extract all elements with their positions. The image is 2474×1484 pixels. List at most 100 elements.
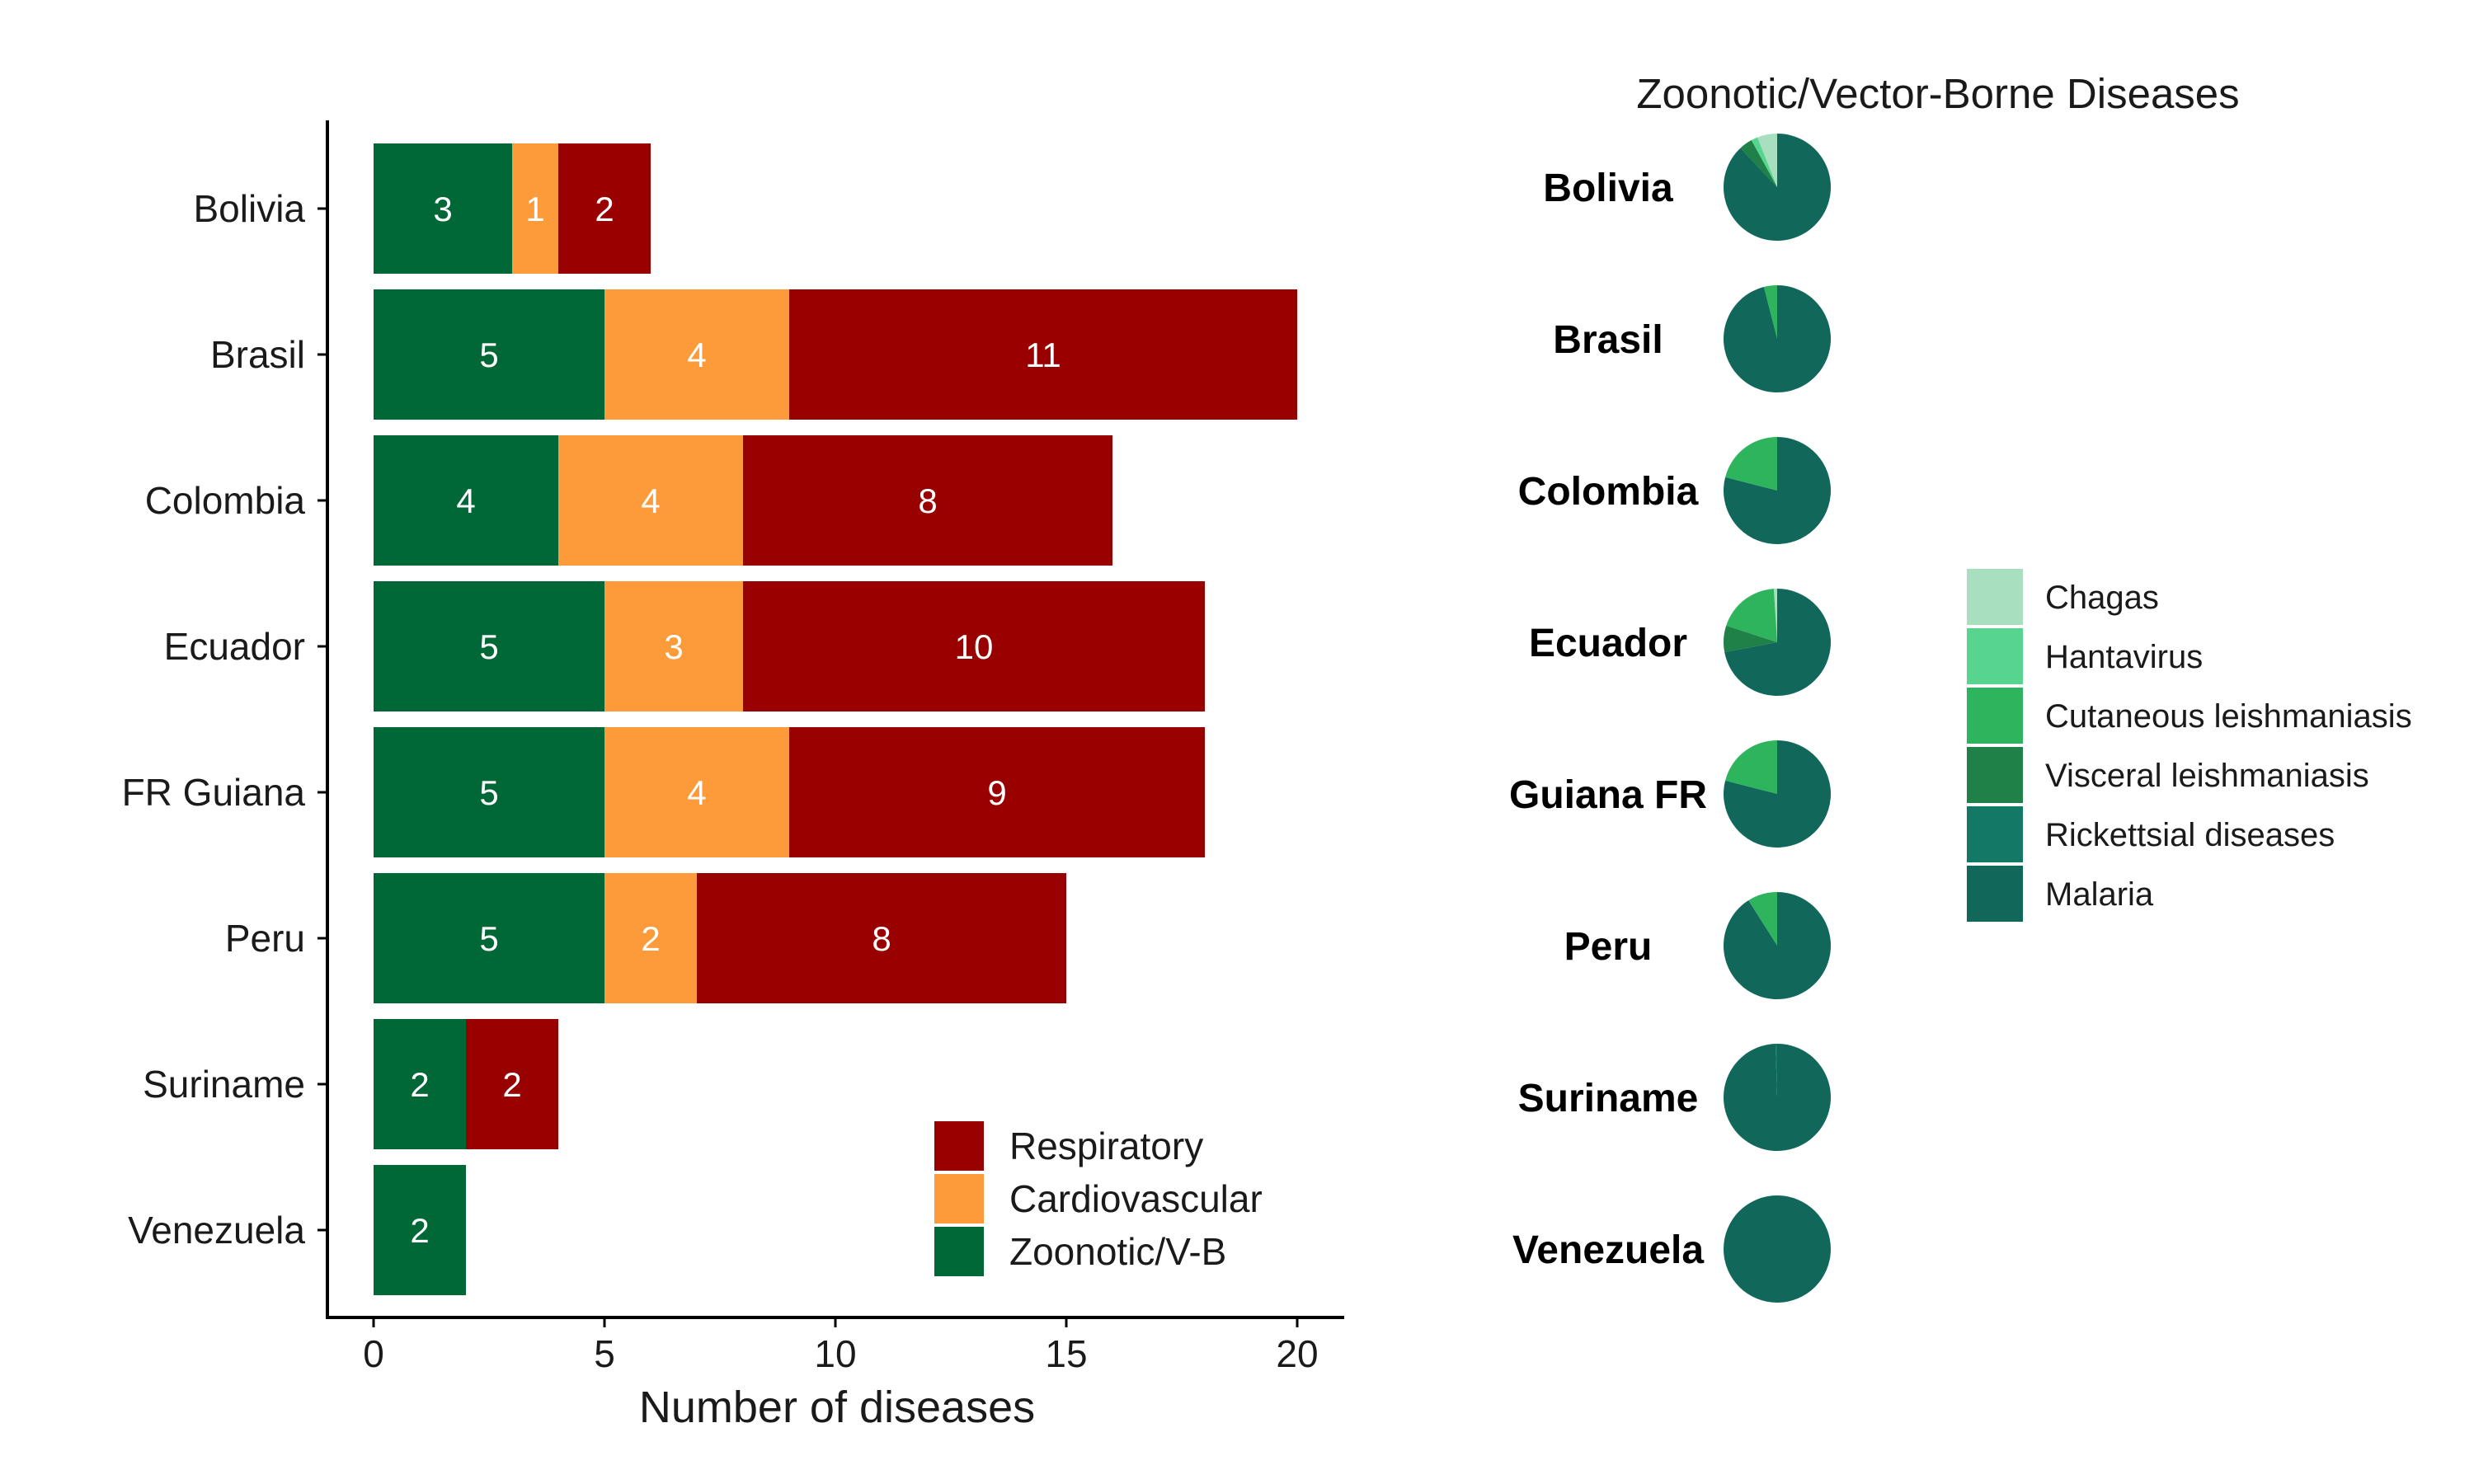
bar-value-label: 4 — [641, 481, 660, 520]
bar-bolivia-respiratory — [558, 143, 651, 274]
bar-value-label: 5 — [479, 919, 498, 958]
pie-label-ecuador: Ecuador — [1529, 622, 1687, 665]
pie-slice-venezuela-malaria — [1724, 1195, 1831, 1303]
legend-label-chagas: Chagas — [2045, 580, 2159, 616]
pie-slice-ecuador-chagas — [1773, 589, 1777, 642]
bar-colombia-zoonotic-v-b — [374, 435, 558, 566]
legend-swatch-zoonotic-v-b — [934, 1227, 984, 1276]
bar-suriname-zoonotic-v-b — [374, 1019, 466, 1149]
bar-value-labels: 3 1 2 5 4 11 4 4 8 5 3 10 5 4 9 5 2 8 2 2 2 — [410, 190, 1061, 1250]
bar-suriname-respiratory — [466, 1019, 558, 1149]
x-tick-label: 15 — [1045, 1332, 1087, 1375]
legend-swatch-hantavirus — [1967, 628, 2023, 684]
bars — [374, 143, 1297, 1295]
bar-value-label: 11 — [1025, 336, 1061, 374]
pie-label-bolivia: Bolivia — [1543, 167, 1673, 210]
bar-value-label: 4 — [687, 773, 706, 812]
pie-legend: Chagas Hantavirus Cutaneous leishmaniasis V… — [1967, 569, 2412, 922]
x-axis: 0 5 10 15 20 — [326, 1316, 1344, 1375]
legend-swatch-respiratory — [934, 1121, 984, 1171]
pie-chart-panel: Zoonotic/Vector-Borne Diseases Bolivia Br… — [1509, 70, 2412, 1303]
pie-slice-guiana-fr-cutaneous-leishmaniasis — [1725, 740, 1777, 794]
bar-value-label: 5 — [479, 336, 498, 374]
pie-slice-peru-malaria — [1723, 892, 1831, 999]
pie-label-peru: Peru — [1564, 925, 1653, 969]
legend-swatch-visceral-leishmaniasis — [1967, 747, 2023, 803]
legend-label-hantavirus: Hantavirus — [2045, 639, 2203, 675]
pie-slice-brasil-malaria — [1724, 285, 1831, 392]
pie-slice-bolivia-hantavirus — [1751, 137, 1777, 187]
bar-peru-zoonotic-v-b — [374, 873, 604, 1003]
y-tick-label: Peru — [225, 917, 305, 960]
pie-label-brasil: Brasil — [1553, 318, 1663, 362]
legend-label-zoonotic-v-b: Zoonotic/V-B — [1009, 1230, 1226, 1273]
bar-value-label: 1 — [525, 190, 544, 228]
pie-slice-ecuador-malaria — [1724, 589, 1831, 697]
bar-value-label: 10 — [955, 627, 994, 666]
bar-value-label: 2 — [502, 1065, 521, 1104]
bar-fr-guiana-respiratory — [789, 727, 1205, 857]
y-tick-label: FR Guiana — [122, 771, 306, 814]
pie-slice-bolivia-chagas — [1757, 134, 1777, 187]
pie-label-suriname: Suriname — [1518, 1077, 1699, 1120]
bar-value-label: 2 — [410, 1211, 429, 1250]
pie-panel-title: Zoonotic/Vector-Borne Diseases — [1636, 70, 2239, 117]
pie-slice-ecuador-visceral-leishmaniasis — [1724, 625, 1777, 653]
pies: Bolivia Brasil Colombia Ecuador Guiana FR Per… — [1509, 134, 1832, 1303]
legend-swatch-chagas — [1967, 569, 2023, 625]
bar-value-label: 2 — [410, 1065, 429, 1104]
pie-slice-ecuador-cutaneous-leishmaniasis — [1726, 589, 1777, 642]
bar-colombia-respiratory — [743, 435, 1112, 566]
bar-colombia-cardiovascular — [558, 435, 743, 566]
bar-value-label: 4 — [687, 336, 706, 374]
bar-brasil-cardiovascular — [604, 289, 789, 420]
x-tick-label: 20 — [1276, 1332, 1318, 1375]
y-tick-label: Venezuela — [128, 1209, 305, 1252]
stacked-bar-chart: 3 1 2 5 4 11 4 4 8 5 3 10 5 4 9 5 2 8 2 2 2 Bolivia Brasil Col… — [122, 120, 1344, 1432]
legend-label-visceral-leishmaniasis: Visceral leishmaniasis — [2045, 758, 2369, 794]
y-axis: Bolivia Brasil Colombia Ecuador FR Guiana Per… — [122, 120, 329, 1317]
y-tick-label: Suriname — [143, 1063, 305, 1106]
bar-bolivia-zoonotic-v-b — [374, 143, 512, 274]
legend-label-malaria: Malaria — [2045, 876, 2154, 913]
pie-slice-bolivia-malaria — [1724, 134, 1831, 241]
bar-ecuador-cardiovascular — [604, 581, 743, 711]
bar-value-label: 2 — [641, 919, 660, 958]
y-tick-label: Bolivia — [193, 187, 305, 230]
legend-label-rickettsial-diseases: Rickettsial diseases — [2045, 817, 2335, 853]
bar-value-label: 3 — [433, 190, 452, 228]
pie-label-venezuela: Venezuela — [1512, 1228, 1704, 1272]
bar-value-label: 5 — [479, 627, 498, 666]
bar-ecuador-respiratory — [743, 581, 1205, 711]
bar-value-label: 8 — [918, 481, 937, 520]
legend-label-cardiovascular: Cardiovascular — [1009, 1177, 1263, 1220]
pie-slice-suriname-rickettsial-diseases — [1775, 1044, 1777, 1097]
bar-fr-guiana-cardiovascular — [604, 727, 789, 857]
pie-slice-bolivia-visceral-leishmaniasis — [1740, 140, 1777, 187]
pie-label-guiana-fr: Guiana FR — [1509, 773, 1707, 817]
legend-label-cutaneous-leishmaniasis: Cutaneous leishmaniasis — [2045, 698, 2412, 735]
bar-peru-respiratory — [697, 873, 1066, 1003]
bar-venezuela-zoonotic-v-b — [374, 1165, 466, 1295]
pie-slice-brasil-cutaneous-leishmaniasis — [1763, 285, 1777, 339]
pie-slice-guiana-fr-malaria — [1724, 740, 1831, 848]
pie-slice-colombia-cutaneous-leishmaniasis — [1725, 437, 1777, 491]
legend-swatch-rickettsial-diseases — [1967, 806, 2023, 862]
x-tick-label: 5 — [594, 1332, 615, 1375]
y-tick-label: Brasil — [210, 333, 305, 376]
x-tick-label: 10 — [814, 1332, 856, 1375]
pie-slice-colombia-malaria — [1724, 437, 1832, 544]
y-tick-label: Colombia — [145, 479, 306, 522]
bar-bolivia-cardiovascular — [512, 143, 558, 274]
bar-value-label: 4 — [456, 481, 475, 520]
y-tick-label: Ecuador — [164, 625, 305, 668]
x-tick-label: 0 — [363, 1332, 384, 1375]
bar-brasil-zoonotic-v-b — [374, 289, 604, 420]
pie-slice-peru-cutaneous-leishmaniasis — [1748, 892, 1777, 946]
pie-slice-suriname-malaria — [1724, 1044, 1832, 1151]
legend-label-respiratory: Respiratory — [1009, 1125, 1203, 1167]
x-axis-title: Number of diseases — [639, 1383, 1035, 1432]
legend-swatch-cutaneous-leishmaniasis — [1967, 688, 2023, 744]
bar-ecuador-zoonotic-v-b — [374, 581, 604, 711]
